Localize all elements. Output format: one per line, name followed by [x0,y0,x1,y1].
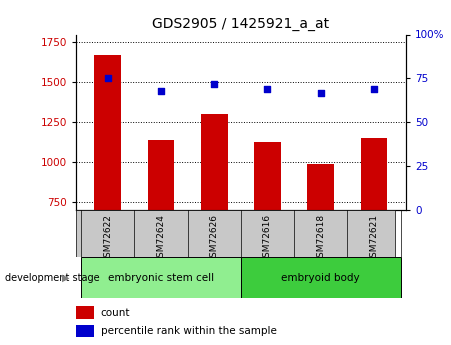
Text: GSM72618: GSM72618 [316,214,325,263]
Point [104,76,111,81]
Bar [361,138,387,210]
Text: percentile rank within the sample: percentile rank within the sample [101,326,276,336]
Title: GDS2905 / 1425921_a_at: GDS2905 / 1425921_a_at [152,17,329,31]
Text: GSM72622: GSM72622 [103,214,112,263]
Bar [254,142,281,210]
Text: GSM72621: GSM72621 [369,214,378,263]
Bar [76,306,94,319]
Text: ▶: ▶ [62,273,70,283]
Bar [308,164,334,210]
Text: GSM72626: GSM72626 [210,214,219,263]
Bar [201,114,227,210]
Text: embryonic stem cell: embryonic stem cell [108,273,214,283]
Bar [94,55,121,210]
Text: GSM72616: GSM72616 [263,214,272,263]
Bar [241,257,400,298]
Point [317,90,324,95]
Point [370,86,377,92]
Point [264,86,271,92]
Text: development stage: development stage [5,273,99,283]
Point [157,88,165,93]
Bar [81,257,241,298]
Text: count: count [101,308,130,317]
Text: GSM72624: GSM72624 [156,214,166,263]
Point [211,81,218,87]
Bar [147,140,174,210]
Bar [76,325,94,337]
Text: embryoid body: embryoid body [281,273,360,283]
